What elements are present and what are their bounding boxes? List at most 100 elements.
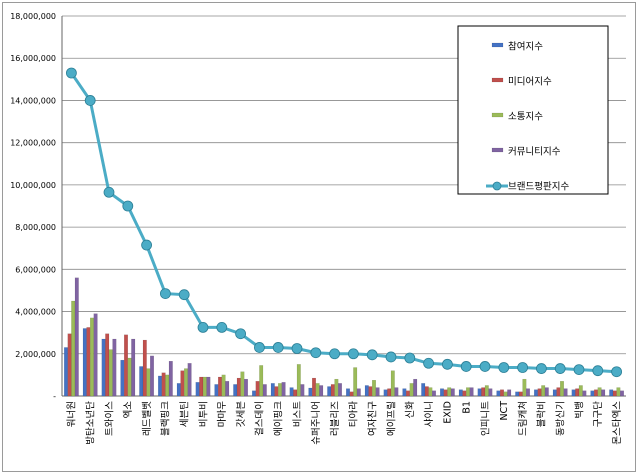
bar — [421, 383, 426, 397]
bar — [424, 386, 429, 397]
bar — [402, 388, 407, 397]
bar — [187, 363, 192, 397]
category-label: EXID — [443, 401, 454, 424]
bar — [262, 384, 267, 397]
line-point — [460, 361, 472, 372]
bar — [507, 389, 512, 397]
line-point — [66, 67, 77, 79]
bar — [571, 389, 576, 397]
bar — [146, 368, 151, 397]
bar — [515, 391, 520, 397]
bar — [601, 389, 606, 397]
bar — [503, 391, 508, 397]
bar — [180, 370, 185, 397]
bar — [71, 300, 76, 397]
bar — [327, 386, 332, 397]
y-tick-label: 6,000,000 — [15, 265, 56, 274]
line-point — [291, 343, 303, 354]
bar — [86, 327, 91, 397]
bar — [161, 372, 166, 397]
bar — [372, 380, 376, 397]
category-label: 인피니트 — [480, 401, 491, 436]
bar — [462, 390, 467, 397]
category-label: 엑소 — [122, 401, 134, 419]
bar — [278, 383, 282, 397]
legend-marker — [492, 181, 502, 191]
bar — [338, 383, 342, 397]
line-point — [159, 288, 171, 300]
bar — [233, 384, 238, 397]
bar — [534, 389, 538, 397]
bar — [225, 381, 230, 397]
bar — [364, 385, 369, 397]
bar — [387, 388, 392, 397]
line-point — [310, 347, 322, 359]
bar — [620, 390, 624, 397]
line-point — [216, 321, 228, 333]
category-label: 빅뱅 — [574, 401, 585, 418]
bar — [199, 376, 204, 397]
bar — [315, 383, 320, 397]
bar — [296, 364, 301, 397]
bar — [500, 389, 504, 397]
legend-swatch — [491, 112, 504, 118]
bar — [236, 377, 241, 397]
x-axis: 워너원 방탄소년단 트와이스 엑소 레드벨벳 블랙핑크 세븐틴 비투비 마마무 갓세븐 걸스데이 에이… — [67, 401, 623, 445]
category-label: 동방신기 — [556, 401, 567, 436]
bar — [281, 382, 286, 397]
bar — [67, 333, 72, 397]
bar — [541, 385, 546, 397]
category-label: 세븐틴 — [180, 401, 191, 427]
category-label: 샤이니 — [424, 401, 435, 427]
line-point — [385, 351, 397, 363]
category-label: 블락비 — [536, 401, 548, 427]
category-label: 슈퍼주니어 — [311, 401, 322, 445]
bar — [594, 389, 598, 397]
y-tick-label: 8,000,000 — [15, 223, 56, 232]
line-point — [122, 200, 134, 212]
line-point — [329, 348, 341, 360]
category-label: 티아라 — [349, 401, 360, 427]
bar — [458, 389, 463, 397]
bar — [349, 391, 354, 397]
category-label: NCT — [499, 401, 510, 421]
bar — [612, 390, 617, 397]
bar — [477, 388, 482, 397]
brand-line — [66, 67, 622, 378]
category-label: 방탄소년단 — [86, 401, 97, 445]
y-tick-label: - — [53, 392, 56, 401]
line-point — [366, 349, 378, 361]
bar — [131, 338, 136, 397]
legend-label: 소통지수 — [508, 112, 543, 123]
bar — [289, 387, 294, 397]
bar — [176, 383, 181, 397]
bar — [240, 371, 245, 397]
bar — [450, 388, 455, 397]
y-tick-label: 14,000,000 — [10, 96, 56, 105]
bar — [346, 388, 350, 397]
category-label: 에이핑크 — [274, 401, 285, 436]
legend-swatch — [491, 77, 504, 83]
bar — [90, 317, 94, 397]
bar — [526, 388, 530, 397]
legend-swatch — [491, 42, 504, 48]
category-label: 여자친구 — [367, 401, 379, 436]
category-label: 트와이스 — [103, 401, 115, 436]
line-point — [84, 95, 96, 106]
line-point — [479, 361, 491, 372]
bar — [300, 384, 305, 397]
legend-label: 참여지수 — [508, 41, 543, 53]
legend-box — [457, 25, 609, 195]
bar — [466, 387, 470, 397]
line-point — [272, 342, 284, 353]
bar — [582, 390, 587, 397]
y-tick-label: 2,000,000 — [15, 350, 56, 359]
bar — [413, 378, 418, 397]
bar — [206, 376, 211, 397]
category-label: 몬스타엑스 — [611, 401, 623, 445]
bar — [552, 389, 557, 397]
y-tick-label: 10,000,000 — [10, 181, 56, 190]
bar — [252, 390, 256, 397]
